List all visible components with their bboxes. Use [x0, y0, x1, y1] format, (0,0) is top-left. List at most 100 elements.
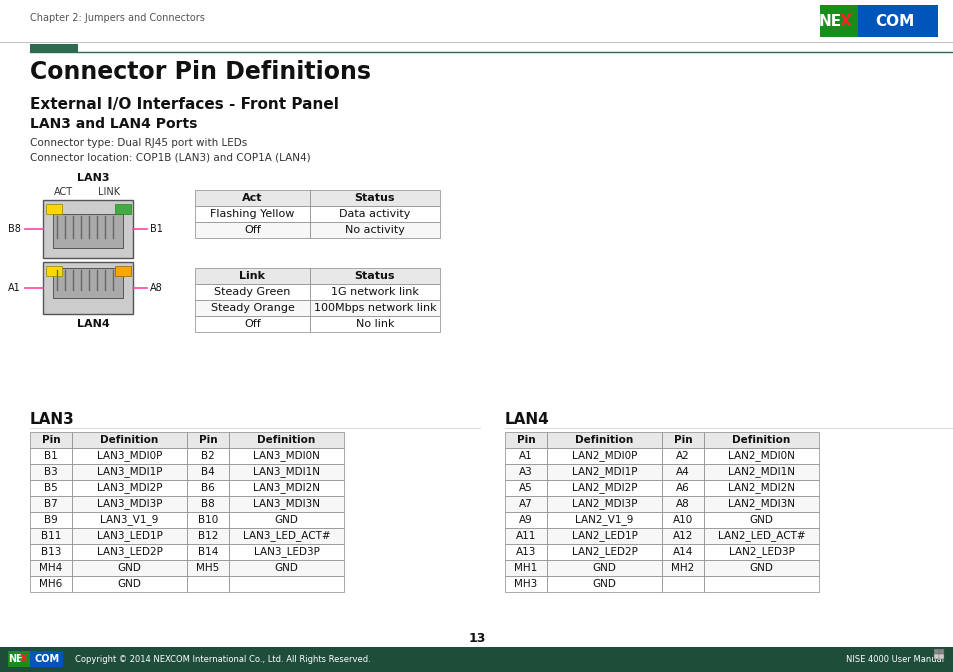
Bar	[115, 204, 131, 214]
Bar	[703, 496, 818, 512]
Text: GND: GND	[274, 563, 298, 573]
Text: COM: COM	[34, 654, 59, 664]
Text: Status: Status	[355, 193, 395, 203]
Text: LAN3_MDI0N: LAN3_MDI0N	[253, 450, 319, 462]
Bar	[661, 512, 703, 528]
Bar	[187, 560, 229, 576]
Bar	[661, 560, 703, 576]
Text: LAN3_MDI1N: LAN3_MDI1N	[253, 466, 319, 477]
Text: A2: A2	[676, 451, 689, 461]
Text: LAN2_V1_9: LAN2_V1_9	[575, 515, 633, 526]
Text: Connector location: COP1B (LAN3) and COP1A (LAN4): Connector location: COP1B (LAN3) and COP…	[30, 153, 311, 163]
Bar	[229, 480, 344, 496]
Bar	[53, 214, 123, 248]
Text: LAN3_MDI2P: LAN3_MDI2P	[96, 482, 162, 493]
Text: A12: A12	[672, 531, 693, 541]
Text: MH4: MH4	[39, 563, 63, 573]
Text: Flashing Yellow: Flashing Yellow	[210, 209, 294, 219]
Bar	[30, 528, 71, 544]
Bar	[71, 528, 187, 544]
Bar	[703, 480, 818, 496]
Text: A8: A8	[676, 499, 689, 509]
Bar	[71, 432, 187, 448]
Text: B1: B1	[150, 224, 163, 234]
Text: 13: 13	[468, 632, 485, 644]
Text: MH6: MH6	[39, 579, 63, 589]
Bar	[310, 284, 439, 300]
Bar	[30, 512, 71, 528]
Text: LAN2_LED1P: LAN2_LED1P	[571, 531, 637, 542]
Text: COM: COM	[875, 13, 914, 28]
Bar	[229, 448, 344, 464]
Text: LAN2_MDI2N: LAN2_MDI2N	[727, 482, 794, 493]
Bar	[504, 448, 546, 464]
Text: LAN3_MDI3N: LAN3_MDI3N	[253, 499, 319, 509]
Bar	[661, 480, 703, 496]
Bar	[546, 496, 661, 512]
Text: LAN2_LED3P: LAN2_LED3P	[728, 546, 794, 558]
Text: B2: B2	[201, 451, 214, 461]
Text: Act: Act	[242, 193, 262, 203]
Text: B10: B10	[197, 515, 218, 525]
Text: Definition: Definition	[100, 435, 158, 445]
Text: GND: GND	[592, 579, 616, 589]
Bar	[229, 528, 344, 544]
Text: Pin: Pin	[42, 435, 60, 445]
Text: A1: A1	[9, 283, 21, 293]
Bar	[0, 647, 953, 672]
Text: MH1: MH1	[514, 563, 537, 573]
Bar	[30, 651, 63, 667]
Text: Status: Status	[355, 271, 395, 281]
Text: A7: A7	[518, 499, 533, 509]
Bar	[46, 266, 62, 276]
Text: GND: GND	[592, 563, 616, 573]
Bar	[187, 448, 229, 464]
Bar	[546, 432, 661, 448]
Text: B3: B3	[44, 467, 58, 477]
Bar	[194, 206, 310, 222]
Bar	[703, 432, 818, 448]
Bar	[229, 512, 344, 528]
Text: No activity: No activity	[345, 225, 404, 235]
Text: LAN3_LED1P: LAN3_LED1P	[96, 531, 162, 542]
Bar	[30, 544, 71, 560]
Text: A4: A4	[676, 467, 689, 477]
Bar	[187, 496, 229, 512]
Bar	[187, 576, 229, 592]
Text: External I/O Interfaces - Front Panel: External I/O Interfaces - Front Panel	[30, 97, 338, 112]
Bar	[71, 464, 187, 480]
Text: B8: B8	[9, 224, 21, 234]
Text: LAN3_LED3P: LAN3_LED3P	[253, 546, 319, 558]
Bar	[46, 204, 62, 214]
Text: A8: A8	[150, 283, 163, 293]
Bar	[187, 480, 229, 496]
Bar	[30, 651, 63, 667]
Bar	[30, 480, 71, 496]
Text: B14: B14	[197, 547, 218, 557]
Bar	[71, 448, 187, 464]
Text: MH2: MH2	[671, 563, 694, 573]
Text: LAN3_MDI2N: LAN3_MDI2N	[253, 482, 319, 493]
Bar	[194, 190, 310, 206]
Bar	[71, 560, 187, 576]
Text: LAN3_MDI3P: LAN3_MDI3P	[96, 499, 162, 509]
Bar	[820, 5, 937, 37]
Bar	[187, 544, 229, 560]
Text: B7: B7	[44, 499, 58, 509]
Text: NISE 4000 User Manual: NISE 4000 User Manual	[845, 655, 943, 663]
Bar	[546, 528, 661, 544]
Bar	[661, 528, 703, 544]
Text: NE: NE	[9, 654, 24, 664]
Bar	[546, 576, 661, 592]
Text: Pin: Pin	[673, 435, 692, 445]
Bar	[71, 544, 187, 560]
Bar	[504, 496, 546, 512]
Bar	[310, 206, 439, 222]
Text: GND: GND	[117, 579, 141, 589]
Text: LAN2_MDI2P: LAN2_MDI2P	[571, 482, 637, 493]
Bar	[310, 300, 439, 316]
Bar	[546, 560, 661, 576]
Bar	[194, 284, 310, 300]
Bar	[703, 576, 818, 592]
Text: GND: GND	[274, 515, 298, 525]
